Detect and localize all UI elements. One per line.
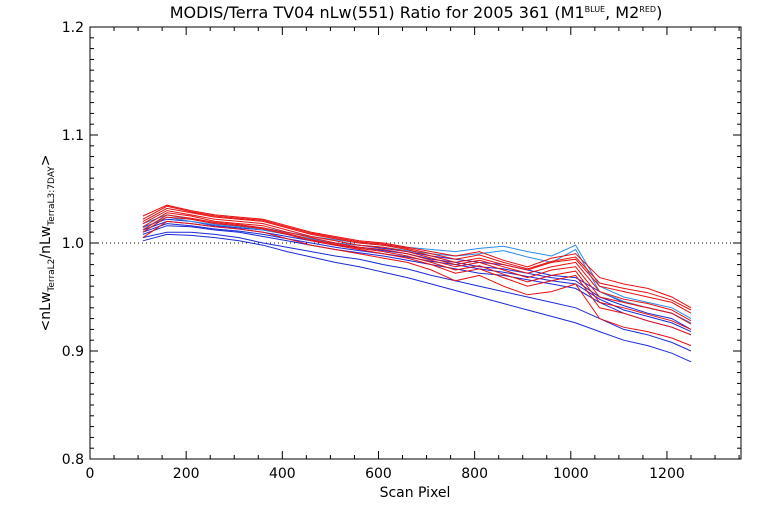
series-line-blue-5 bbox=[142, 223, 692, 333]
y-tick-label: 1.0 bbox=[62, 236, 84, 252]
series-line-blue-3 bbox=[142, 225, 692, 336]
series-line-red-14 bbox=[142, 210, 692, 322]
y-tick-label: 0.9 bbox=[62, 344, 84, 360]
series-line-red-13 bbox=[142, 220, 692, 347]
title-sup-red: RED bbox=[639, 5, 656, 14]
ylabel-slash: /nLw bbox=[38, 226, 54, 259]
x-axis-title: Scan Pixel bbox=[380, 485, 451, 501]
x-tick-label: 400 bbox=[269, 466, 296, 482]
series-line-red-10 bbox=[142, 204, 692, 309]
y-tick-label: 1.1 bbox=[62, 128, 84, 144]
axis-ticks: 0 200 400 600 800 1000 1200 0.8 0.9 1.0 1.1 1.2 bbox=[62, 20, 741, 482]
ylabel-sub2: TerraL3:7DAY bbox=[47, 166, 57, 227]
y-tick-label: 0.8 bbox=[62, 452, 84, 468]
x-tick-label: 200 bbox=[173, 466, 200, 482]
series-line-red-16 bbox=[142, 214, 692, 330]
x-tick-label: 1000 bbox=[553, 466, 589, 482]
x-tick-label: 1200 bbox=[649, 466, 685, 482]
ylabel-open: <nLw bbox=[38, 292, 54, 332]
x-tick-label: 800 bbox=[461, 466, 488, 482]
series-line-blue-2 bbox=[142, 220, 692, 330]
series-line-red-11 bbox=[142, 212, 692, 325]
series-line-red-12 bbox=[142, 216, 692, 336]
y-axis-title: <nLwTerraL2/nLwTerraL3:7DAY> bbox=[38, 155, 57, 332]
x-tick-label: 0 bbox=[86, 466, 95, 482]
x-tick-label: 600 bbox=[365, 466, 392, 482]
y-tick-label: 1.2 bbox=[62, 20, 84, 36]
title-mid: , M2 bbox=[605, 3, 639, 22]
series-line-blue-4 bbox=[142, 231, 692, 352]
plot-frame bbox=[89, 26, 742, 460]
series-line-red-9 bbox=[142, 207, 692, 314]
chart-title: MODIS/Terra TV04 nLw(551) Ratio for 2005… bbox=[170, 3, 663, 22]
series-line-blue-6 bbox=[142, 233, 692, 363]
ylabel-sub1: TerraL2 bbox=[47, 259, 57, 293]
title-sup-blue: BLUE bbox=[585, 5, 605, 14]
series-line-red-15 bbox=[142, 205, 692, 311]
title-end: ) bbox=[656, 3, 662, 22]
ylabel-close: > bbox=[38, 155, 54, 167]
series-group bbox=[142, 204, 692, 363]
title-main: MODIS/Terra TV04 nLw(551) Ratio for 2005… bbox=[170, 3, 585, 22]
